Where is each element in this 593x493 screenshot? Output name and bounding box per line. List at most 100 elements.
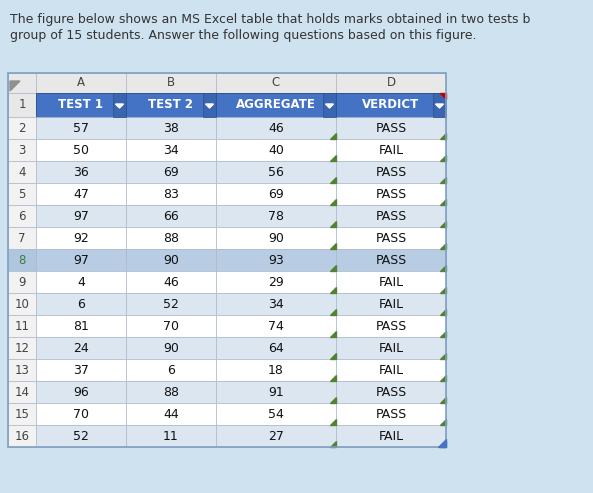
Bar <box>336 381 446 403</box>
Polygon shape <box>330 243 336 249</box>
Polygon shape <box>435 104 444 108</box>
Polygon shape <box>440 287 446 293</box>
Text: 56: 56 <box>268 166 284 178</box>
Text: 2: 2 <box>18 121 25 135</box>
Bar <box>216 117 336 139</box>
Bar <box>36 93 126 117</box>
Bar <box>36 117 126 139</box>
Bar <box>36 381 126 403</box>
Text: FAIL: FAIL <box>378 429 404 443</box>
Bar <box>36 73 126 93</box>
Text: 70: 70 <box>163 319 179 332</box>
Bar <box>336 271 446 293</box>
Bar <box>8 315 36 337</box>
Bar <box>126 293 216 315</box>
Bar <box>126 139 216 161</box>
Text: 11: 11 <box>163 429 179 443</box>
Text: 5: 5 <box>18 187 25 201</box>
Text: 52: 52 <box>163 297 179 311</box>
Bar <box>126 249 216 271</box>
Text: 90: 90 <box>268 232 284 245</box>
Bar <box>216 315 336 337</box>
Bar <box>36 425 126 447</box>
Polygon shape <box>440 199 446 205</box>
Text: 88: 88 <box>163 386 179 398</box>
Bar <box>336 117 446 139</box>
Bar <box>336 337 446 359</box>
Text: PASS: PASS <box>375 121 407 135</box>
Text: 16: 16 <box>14 429 30 443</box>
Text: 78: 78 <box>268 210 284 222</box>
Bar <box>36 183 126 205</box>
Polygon shape <box>330 419 336 425</box>
Text: 4: 4 <box>18 166 25 178</box>
Bar <box>216 139 336 161</box>
Text: 10: 10 <box>15 297 30 311</box>
Text: group of 15 students. Answer the following questions based on this figure.: group of 15 students. Answer the followi… <box>10 29 477 42</box>
Text: TEST 2: TEST 2 <box>148 99 193 111</box>
Text: A: A <box>77 76 85 90</box>
Bar <box>336 161 446 183</box>
Polygon shape <box>440 353 446 359</box>
Text: 70: 70 <box>73 408 89 421</box>
Polygon shape <box>440 177 446 183</box>
Text: 74: 74 <box>268 319 284 332</box>
Bar <box>8 271 36 293</box>
Text: 40: 40 <box>268 143 284 156</box>
Bar <box>126 117 216 139</box>
Bar <box>216 249 336 271</box>
Text: 90: 90 <box>163 253 179 267</box>
Text: 8: 8 <box>18 253 25 267</box>
Text: PASS: PASS <box>375 319 407 332</box>
Bar <box>113 93 126 117</box>
Text: AGGREGATE: AGGREGATE <box>236 99 316 111</box>
Polygon shape <box>10 81 20 91</box>
Bar <box>8 293 36 315</box>
Text: 54: 54 <box>268 408 284 421</box>
Text: C: C <box>272 76 280 90</box>
Bar <box>216 359 336 381</box>
Bar <box>8 227 36 249</box>
Bar <box>336 293 446 315</box>
Bar <box>216 381 336 403</box>
Bar <box>36 315 126 337</box>
Polygon shape <box>330 177 336 183</box>
Bar <box>336 93 446 117</box>
Bar <box>336 425 446 447</box>
Text: 15: 15 <box>15 408 30 421</box>
Bar <box>216 293 336 315</box>
Bar <box>8 139 36 161</box>
Bar <box>433 93 446 117</box>
Polygon shape <box>206 104 213 108</box>
Text: 69: 69 <box>163 166 179 178</box>
Bar <box>126 161 216 183</box>
Polygon shape <box>330 287 336 293</box>
Bar <box>36 227 126 249</box>
Text: PASS: PASS <box>375 386 407 398</box>
Bar <box>203 93 216 117</box>
Text: 57: 57 <box>73 121 89 135</box>
Text: PASS: PASS <box>375 210 407 222</box>
Polygon shape <box>438 439 446 447</box>
Text: PASS: PASS <box>375 253 407 267</box>
Text: FAIL: FAIL <box>378 363 404 377</box>
Bar <box>8 359 36 381</box>
Text: 50: 50 <box>73 143 89 156</box>
Text: PASS: PASS <box>375 187 407 201</box>
Polygon shape <box>330 441 336 447</box>
Text: VERDICT: VERDICT <box>362 99 420 111</box>
Polygon shape <box>440 133 446 139</box>
Bar <box>126 227 216 249</box>
Text: 88: 88 <box>163 232 179 245</box>
Text: PASS: PASS <box>375 166 407 178</box>
Polygon shape <box>440 309 446 315</box>
Text: 9: 9 <box>18 276 25 288</box>
Polygon shape <box>330 155 336 161</box>
Bar <box>36 161 126 183</box>
Text: 91: 91 <box>268 386 284 398</box>
Text: 52: 52 <box>73 429 89 443</box>
Polygon shape <box>330 199 336 205</box>
Bar <box>216 205 336 227</box>
Text: 64: 64 <box>268 342 284 354</box>
Bar <box>126 93 216 117</box>
